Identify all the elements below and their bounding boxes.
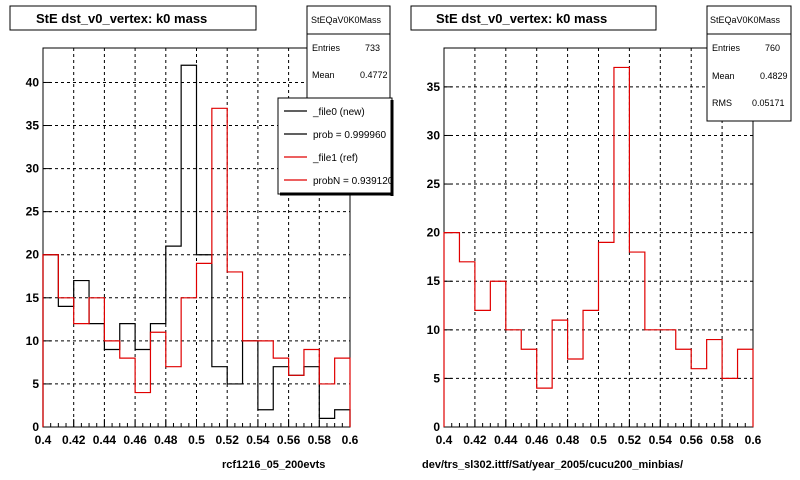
left-stats-mean-label: Mean [312,70,335,80]
right-plot-area: 0.4 0.42 0.44 0.46 0.48 0.5 0.52 0.54 0.56 0.58 0.… [427,47,762,447]
histogram-series-0 [443,66,754,427]
y-tick-label: 10 [26,334,40,348]
right-stats-rms: 0.05171 [752,98,785,108]
left-stats-name: StEQaV0K0Mass [311,15,382,25]
y-tick-label: 0 [32,420,39,434]
y-tick-label: 35 [427,80,441,94]
legend-label: prob = 0.999960 [313,130,387,141]
x-tick-label: 0.42 [62,433,86,447]
x-tick-label: 0.5 [590,433,607,447]
y-tick-label: 0 [433,420,440,434]
x-tick-label: 0.58 [710,433,734,447]
x-tick-label: 0.5 [188,433,205,447]
x-tick-label: 0.48 [154,433,178,447]
y-tick-label: 25 [427,177,441,191]
x-tick-label: 0.46 [123,433,147,447]
right-stats-rms-label: RMS [712,98,732,108]
x-tick-label: 0.58 [308,433,332,447]
y-tick-label: 10 [427,323,441,337]
right-stats-box: StEQaV0K0Mass Entries 760 Mean 0.4829 RM… [706,5,792,122]
x-tick-label: 0.44 [93,433,117,447]
right-stats-entries: 760 [765,43,780,53]
left-footer: rcf1216_05_200evts [222,459,325,471]
x-tick-label: 0.54 [246,433,270,447]
y-tick-label: 30 [427,128,441,142]
x-tick-label: 0.44 [494,433,518,447]
right-footer: dev/trs_sl302.ittf/Sat/year_2005/cucu200… [422,459,683,471]
x-tick-label: 0.42 [463,433,487,447]
y-tick-label: 35 [26,119,40,133]
right-stats-name: StEQaV0K0Mass [710,15,781,25]
x-tick-label: 0.52 [216,433,240,447]
y-tick-label: 5 [433,371,440,385]
x-tick-label: 0.4 [436,433,453,447]
left-stats-mean: 0.4772 [360,70,388,80]
legend-label: _file1 (ref) [312,153,358,164]
left-title-box [9,5,257,31]
x-tick-label: 0.4 [35,433,52,447]
right-title-box [410,5,657,31]
right-title: StE dst_v0_vertex: k0 mass [436,11,607,26]
x-tick-label: 0.48 [556,433,580,447]
x-tick-label: 0.6 [342,433,359,447]
right-panel: StE dst_v0_vertex: k0 mass 0.4 0.42 0.44 0.… [410,5,792,471]
right-stats-mean-label: Mean [712,71,735,81]
right-stats-entries-label: Entries [712,43,741,53]
y-tick-label: 20 [427,226,441,240]
x-tick-label: 0.6 [745,433,762,447]
legend-label: _file0 (new) [312,107,365,118]
y-tick-label: 40 [26,75,40,89]
histogram-series-1 [42,107,351,427]
left-stats-entries: 733 [365,43,380,53]
x-tick-label: 0.52 [618,433,642,447]
y-tick-label: 15 [427,274,441,288]
legend-label: probN = 0.939120 [313,176,394,187]
left-title: StE dst_v0_vertex: k0 mass [36,11,207,26]
y-tick-label: 5 [32,377,39,391]
y-tick-label: 15 [26,291,40,305]
y-tick-label: 30 [26,162,40,176]
left-stats-box: StEQaV0K0Mass Entries 733 Mean 0.4772 [306,5,391,99]
left-legend: _file0 (new) prob = 0.999960 _file1 (ref) p… [277,97,394,196]
left-stats-entries-label: Entries [312,43,341,53]
x-tick-label: 0.56 [680,433,704,447]
x-tick-label: 0.54 [649,433,673,447]
x-tick-label: 0.56 [277,433,301,447]
plot-frame [443,47,754,428]
y-tick-label: 20 [26,248,40,262]
right-stats-mean: 0.4829 [760,71,788,81]
left-panel: StE dst_v0_vertex: k0 mass 0.4 0.42 0.44 0.… [9,5,394,471]
y-tick-label: 25 [26,205,40,219]
x-tick-label: 0.46 [525,433,549,447]
